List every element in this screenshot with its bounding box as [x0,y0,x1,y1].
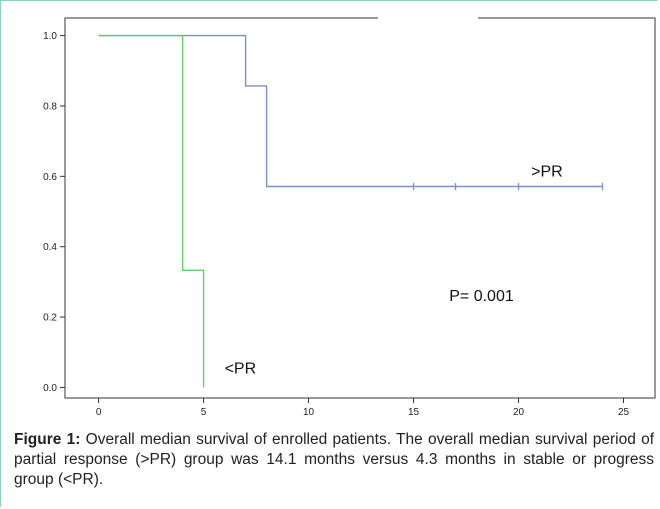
y-tick-label: 0.6 [43,172,57,183]
annotation-layer: >PR <PR P= 0.001 [225,163,563,377]
chart-annotation: >PR [531,163,563,180]
y-tick-label: 1.0 [43,31,57,42]
x-tick-label: 5 [201,407,207,418]
series-layer [98,34,604,388]
caption-text: Overall median survival of enrolled pati… [14,431,654,488]
y-tick-label: 0.0 [43,383,57,394]
axes-layer: 0.0 0.2 0.4 0.6 0.8 1.0 0 5 10 15 20 25 [43,31,629,418]
chart-annotation: P= 0.001 [449,288,514,305]
clipped-header-artifact [378,15,478,23]
survival-chart: 0.0 0.2 0.4 0.6 0.8 1.0 0 5 10 15 20 25 >PR <PR P= 0.… [43,15,656,418]
y-tick-label: 0.8 [43,101,57,112]
x-tick-label: 25 [618,407,630,418]
chart-annotation: <PR [225,360,257,377]
y-tick-label: 0.2 [43,313,57,324]
caption-label: Figure 1: [14,431,81,448]
x-tick-label: 10 [303,407,315,418]
x-tick-label: 0 [96,407,102,418]
survival-curve-above-pr [98,34,603,188]
x-tick-label: 15 [408,407,420,418]
y-tick-label: 0.4 [43,242,57,253]
survival-curve-below-pr [98,34,205,388]
plot-area [64,17,656,399]
figure-caption: Figure 1: Overall median survival of enr… [14,430,654,490]
x-tick-label: 20 [513,407,525,418]
